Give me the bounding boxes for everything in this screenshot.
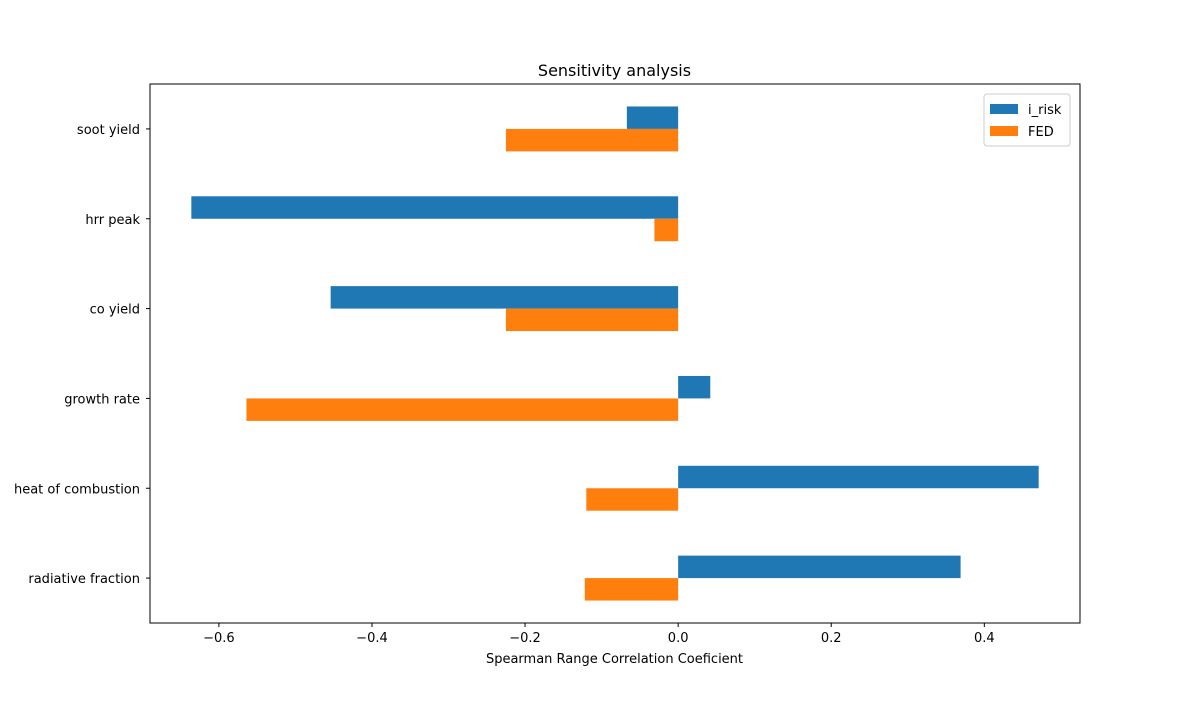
y-tick-label: hrr peak	[85, 213, 140, 228]
bar-i-risk-1	[191, 196, 679, 219]
y-tick-label: co yield	[90, 303, 140, 318]
bar-fed-0	[505, 128, 679, 152]
x-axis-label: Spearman Range Correlation Coeficient	[486, 652, 743, 667]
bar-i-risk-2	[330, 286, 679, 309]
y-tick-label: growth rate	[64, 392, 140, 407]
bar-fed-1	[654, 218, 679, 242]
plot-area: soot yield hrr peak co yield growth rate hea…	[14, 83, 1081, 646]
bar-fed-4	[586, 488, 679, 511]
y-tick-label: heat of combustion	[14, 482, 140, 497]
axes-frame	[149, 83, 1081, 624]
x-tick-label: −0.2	[509, 631, 541, 646]
x-tick-label: 0.2	[821, 631, 842, 646]
bar-fed-2	[505, 308, 679, 332]
bar-fed-5	[584, 578, 679, 601]
bar-i-risk-4	[678, 465, 1039, 489]
legend: i_risk FED	[983, 93, 1071, 147]
chart-title: Sensitivity analysis	[538, 61, 691, 80]
y-tick-label: radiative fraction	[28, 572, 140, 587]
x-tick-label: 0.4	[974, 631, 995, 646]
bar-i-risk-5	[678, 555, 961, 579]
legend-swatch	[990, 126, 1018, 136]
legend-label: i_risk	[1028, 103, 1062, 118]
bar-i-risk-3	[678, 375, 711, 399]
bar-fed-3	[246, 398, 679, 421]
legend-swatch	[990, 104, 1018, 114]
x-tick-label: −0.6	[203, 631, 235, 646]
x-tick-label: −0.4	[356, 631, 388, 646]
x-tick-label: 0.0	[668, 631, 689, 646]
y-tick-label: soot yield	[77, 123, 140, 138]
bar-i-risk-0	[626, 106, 679, 129]
legend-box	[983, 93, 1071, 147]
legend-label: FED	[1028, 125, 1054, 140]
